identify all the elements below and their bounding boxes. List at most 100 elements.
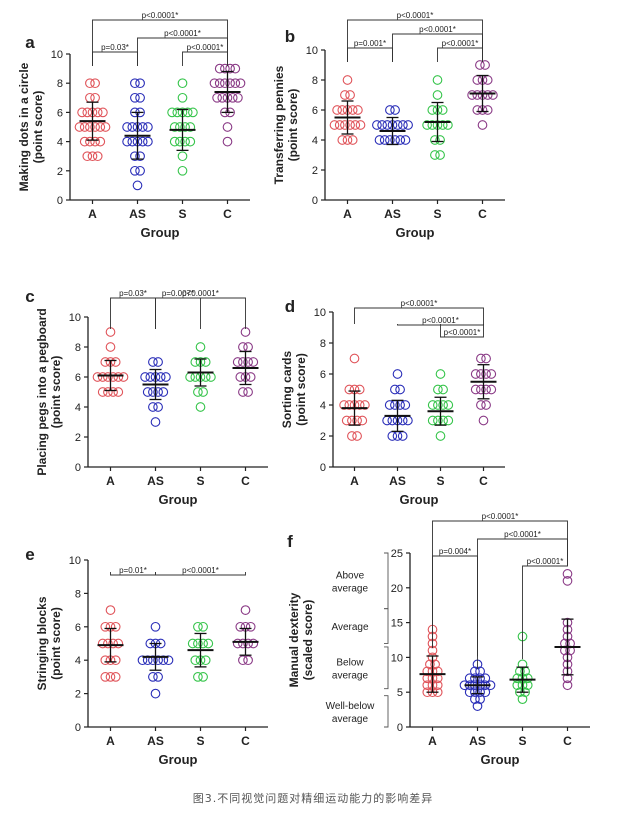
- data-point-as: [135, 165, 145, 176]
- data-point-a: [354, 384, 365, 395]
- data-point-a: [92, 151, 103, 162]
- data-point-c: [486, 384, 497, 395]
- band-label: Above: [336, 570, 365, 581]
- data-point-a: [342, 135, 353, 145]
- data-point-as: [395, 384, 405, 395]
- y-tick-label: 4: [75, 655, 81, 667]
- x-tick-label-a: A: [106, 474, 115, 488]
- y-axis-title: Transferring pennies: [272, 65, 286, 184]
- data-point-s: [438, 384, 448, 395]
- data-point-as: [472, 701, 483, 711]
- significance-bracket: [155, 297, 246, 329]
- data-point-a: [353, 105, 363, 115]
- x-tick-label-c: C: [241, 474, 250, 488]
- data-point-s: [206, 372, 216, 382]
- data-point-as: [153, 672, 163, 682]
- y-axis-unit: (point score): [49, 356, 63, 429]
- data-point-s: [433, 384, 443, 395]
- data-point-a: [92, 107, 103, 118]
- data-point-as: [400, 400, 411, 410]
- data-point-as: [153, 402, 163, 412]
- data-point-c: [225, 63, 235, 74]
- data-point-a: [340, 120, 350, 130]
- panel-letter: d: [285, 297, 295, 316]
- data-point-a: [337, 135, 348, 145]
- data-point-s: [169, 136, 180, 147]
- data-point-c: [481, 400, 491, 410]
- panel-letter: b: [285, 27, 295, 46]
- data-point-a: [100, 122, 111, 132]
- data-point-as: [480, 673, 491, 684]
- data-point-as: [392, 120, 403, 130]
- panel-letter: e: [25, 545, 34, 564]
- y-tick-label: 4: [57, 137, 63, 149]
- y-tick-label: 10: [314, 307, 326, 319]
- data-point-as: [395, 135, 406, 145]
- y-tick-label: 2: [312, 165, 318, 177]
- data-point-a: [347, 135, 358, 145]
- data-point-as: [148, 402, 158, 412]
- x-axis-title: Group: [159, 492, 198, 507]
- data-point-a: [432, 666, 443, 677]
- x-axis-title: Group: [396, 225, 435, 240]
- data-point-c: [225, 78, 235, 89]
- data-point-c: [472, 105, 483, 115]
- p-value-label: p=0.01*: [119, 566, 147, 575]
- data-point-c: [233, 92, 243, 103]
- data-point-c: [562, 680, 573, 691]
- data-point-c: [482, 105, 493, 115]
- data-point-s: [190, 655, 201, 666]
- data-point-a: [103, 372, 113, 382]
- data-point-as: [387, 415, 398, 426]
- data-point-a: [85, 122, 95, 132]
- data-point-as: [148, 357, 158, 367]
- data-point-s: [427, 105, 438, 115]
- p-value-label: p=0.004*: [439, 547, 471, 556]
- data-point-s: [443, 120, 453, 130]
- y-tick-label: 4: [312, 135, 318, 147]
- data-point-s: [172, 107, 183, 118]
- data-point-s: [200, 655, 211, 666]
- data-point-a: [113, 638, 124, 649]
- y-axis-unit: (point score): [294, 353, 308, 426]
- data-point-a: [97, 387, 108, 397]
- data-point-a: [95, 122, 106, 132]
- data-point-as: [137, 122, 148, 132]
- data-point-a: [332, 105, 342, 115]
- data-point-c: [238, 655, 248, 666]
- data-point-a: [432, 680, 443, 691]
- data-point-c: [481, 369, 491, 379]
- data-point-as: [130, 151, 140, 162]
- data-point-s: [185, 122, 196, 132]
- band-bracket: [384, 695, 389, 728]
- band-bracket: [384, 552, 389, 610]
- data-point-a: [430, 659, 440, 670]
- panel-f: f 0 5 10 15 20 25 A AS S C Group Manual dexterity (sc…: [287, 512, 590, 767]
- data-point-a: [92, 372, 103, 382]
- data-point-s: [167, 107, 177, 118]
- data-point-as: [403, 415, 413, 426]
- data-point-c: [232, 638, 243, 649]
- data-point-c: [238, 387, 248, 397]
- y-tick-label: 0: [320, 462, 326, 474]
- x-tick-label-as: AS: [129, 207, 146, 221]
- x-tick-label-s: S: [196, 734, 204, 748]
- figure-caption: 图3.不同视觉问题对精细运动能力的影响差异: [192, 792, 434, 805]
- data-point-a: [85, 78, 95, 89]
- y-axis-title: Sorting cards: [280, 351, 294, 429]
- data-point-c: [243, 638, 253, 649]
- x-axis-title: Group: [141, 225, 180, 240]
- data-point-a: [110, 655, 121, 666]
- data-point-as: [382, 120, 393, 130]
- x-tick-label-as: AS: [469, 734, 486, 748]
- data-point-a: [82, 107, 93, 118]
- data-point-a: [339, 400, 349, 410]
- data-point-as: [148, 672, 158, 682]
- y-tick-label: 8: [75, 342, 81, 354]
- data-point-s: [198, 638, 208, 649]
- y-tick-label: 15: [391, 618, 403, 630]
- data-point-s: [433, 400, 443, 410]
- x-tick-label-as: AS: [389, 474, 406, 488]
- data-point-a: [352, 431, 362, 441]
- data-point-s: [198, 621, 208, 632]
